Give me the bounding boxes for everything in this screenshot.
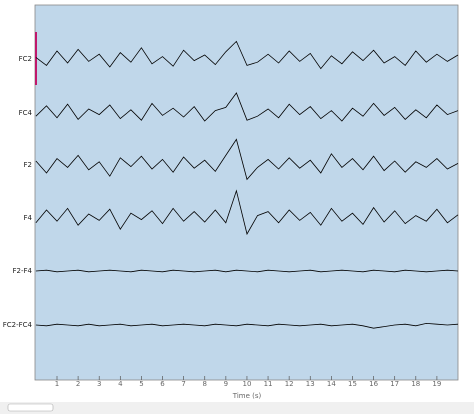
x-tick-label: 1 bbox=[55, 380, 59, 388]
x-tick-label: 3 bbox=[97, 380, 101, 388]
x-tick-label: 10 bbox=[242, 380, 251, 388]
x-tick-label: 15 bbox=[348, 380, 357, 388]
x-tick-label: 19 bbox=[432, 380, 441, 388]
x-tick-label: 2 bbox=[76, 380, 80, 388]
x-tick-label: 7 bbox=[181, 380, 185, 388]
channel-label: F4 bbox=[24, 214, 33, 222]
x-tick-label: 5 bbox=[139, 380, 143, 388]
channel-label: FC2 bbox=[19, 55, 32, 63]
x-tick-label: 13 bbox=[306, 380, 315, 388]
eeg-trace bbox=[35, 138, 459, 181]
x-tick-label: 4 bbox=[118, 380, 123, 388]
eeg-trace bbox=[35, 92, 459, 122]
channel-label: FC4 bbox=[19, 109, 33, 117]
x-tick-label: 9 bbox=[224, 380, 228, 388]
eeg-trace bbox=[35, 269, 459, 273]
x-tick-label: 8 bbox=[203, 380, 207, 388]
channel-label: FC2-FC4 bbox=[3, 321, 33, 329]
eeg-trace bbox=[35, 189, 459, 236]
x-tick-label: 11 bbox=[264, 380, 273, 388]
eeg-trace bbox=[35, 40, 459, 70]
scrollbar-thumb[interactable] bbox=[7, 403, 54, 412]
x-tick-label: 6 bbox=[160, 380, 165, 388]
x-tick-label: 14 bbox=[327, 380, 336, 388]
x-tick-label: 12 bbox=[285, 380, 294, 388]
channel-label: F2 bbox=[24, 161, 32, 169]
plot-area bbox=[34, 4, 459, 381]
x-tick-label: 16 bbox=[369, 380, 378, 388]
x-tick-label: 17 bbox=[390, 380, 399, 388]
eeg-trace bbox=[35, 322, 459, 329]
x-tick-label: 18 bbox=[411, 380, 420, 388]
channel-label: F2-F4 bbox=[13, 267, 33, 275]
x-axis-label: Time (s) bbox=[232, 392, 262, 400]
scrollbar[interactable] bbox=[0, 402, 474, 414]
